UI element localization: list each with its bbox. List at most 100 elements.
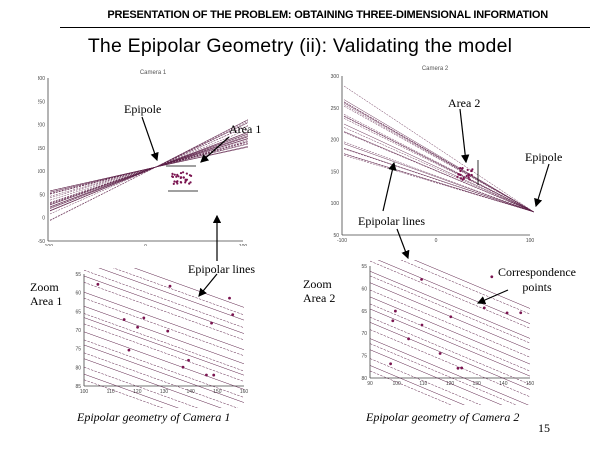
camera1-x-tick-label: -100 [43, 244, 53, 246]
zoom1-epipolar-line [83, 282, 245, 341]
camera1-epipolar-line-left [49, 166, 157, 199]
camera1-point [179, 176, 183, 179]
zoom2-epipolar-line [369, 370, 452, 405]
camera1-epipolar-line-left [49, 166, 157, 192]
zoom1-epipolar-line [83, 297, 245, 357]
camera2-epipolar-line [343, 127, 535, 213]
zoom1-epipolar-line [83, 323, 245, 382]
zoom2-correspondence-point [407, 337, 410, 341]
zoom1-x-tick-label: 160 [240, 389, 249, 395]
camera1-point [179, 171, 183, 175]
zoom2-epipolar-line [369, 275, 531, 344]
zoom1-y-tick-label: 85 [75, 384, 81, 390]
zoom1-epipolar-line [83, 379, 164, 408]
zoom2-correspondence-point [420, 277, 423, 281]
zoom1-correspondence-point [205, 373, 208, 377]
arrow-area2 [459, 108, 470, 164]
zoom1-correspondence-point [96, 282, 100, 286]
zoom1-epipolar-line [83, 317, 245, 376]
zoom1-epipolar-line [83, 344, 245, 403]
camera2-point [467, 176, 470, 179]
camera2-y-tick-label: 200 [331, 138, 340, 144]
label-zoom-area1-line1: Zoom [30, 280, 59, 294]
camera1-x-tick-label: 0 [144, 244, 147, 246]
zoom2-correspondence-point [460, 366, 464, 370]
camera1-epipolar-line-left [49, 166, 157, 201]
zoom1-epipolar-line [83, 352, 239, 408]
camera2-point [459, 166, 462, 170]
camera2-epipolar-line [343, 99, 535, 213]
camera1-y-tick-label: 150 [38, 146, 45, 152]
camera2-point [468, 178, 471, 181]
arrow-epipolar-lines-cam2-a [382, 161, 397, 212]
zoom2-epipolar-line [369, 358, 482, 405]
label-area2: Area 2 [448, 96, 481, 110]
zoom2-y-tick-label: 75 [361, 354, 367, 360]
camera1-point [181, 171, 185, 174]
header-divider [60, 27, 590, 28]
camera2-point [461, 178, 464, 181]
zoom2-correspondence-point [391, 319, 395, 323]
camera1-epipolar-line-left [49, 166, 157, 194]
camera2-epipolar-line [343, 114, 535, 213]
camera1-point [171, 175, 174, 178]
camera2-y-tick-label: 250 [331, 106, 340, 112]
camera2-point [465, 174, 468, 178]
camera1-point [182, 176, 185, 179]
camera2-point [459, 173, 462, 177]
zoom1-x-tick-label: 120 [133, 389, 142, 395]
camera1-point [173, 173, 176, 176]
arrow-epipole-cam1 [141, 116, 159, 162]
camera2-epipolar-line [343, 102, 535, 213]
camera2-y-tick-label: 100 [331, 201, 340, 207]
camera1-epipolar-line-right [155, 129, 249, 168]
camera2-epipolar-line [343, 153, 535, 213]
arrow-epipole-cam2 [534, 163, 550, 208]
label-area1: Area 1 [229, 122, 262, 136]
zoom-area1-plot: 55 60 65 70 75 80 85 100 110 120 130 140 150 160 [62, 268, 250, 408]
camera1-point [189, 181, 192, 184]
zoom2-y-tick-label: 65 [361, 309, 367, 315]
zoom1-correspondence-point [187, 358, 190, 362]
camera1-y-tick-label: 0 [42, 216, 45, 222]
camera2-point [462, 176, 465, 180]
zoom1-y-tick-label: 60 [75, 291, 81, 297]
zoom2-x-tick-label: 110 [419, 381, 427, 387]
camera1-point [175, 175, 178, 178]
label-epipolar-lines-cam2: Epipolar lines [358, 214, 425, 228]
zoom2-y-tick-label: 70 [361, 331, 367, 337]
zoom2-correspondence-point [519, 311, 523, 315]
zoom2-x-tick-label: 140 [499, 381, 508, 387]
zoom1-correspondence-point [228, 296, 231, 300]
camera2-point [466, 168, 469, 172]
camera1-epipolar-line-left [49, 166, 157, 197]
zoom1-x-tick-label: 100 [80, 389, 89, 395]
camera2-epipolar-line [343, 148, 535, 213]
zoom1-y-tick-label: 80 [75, 365, 81, 371]
caption-camera1: Epipolar geometry of Camera 1 [77, 410, 231, 424]
label-epipole-cam1: Epipole [124, 102, 162, 116]
camera2-point [470, 173, 473, 177]
camera1-epipolar-line-right [155, 122, 249, 168]
camera1-y-tick-label: 50 [39, 192, 45, 198]
camera2-point [471, 168, 474, 171]
camera1-point [171, 172, 174, 175]
zoom2-y-tick-label: 80 [361, 376, 367, 382]
zoom1-x-tick-label: 140 [186, 389, 195, 395]
camera2-y-tick-label: 50 [333, 233, 339, 239]
zoom2-correspondence-point [393, 309, 397, 313]
camera1-plot: Camera 1 300 250 200 150 100 50 0 -50-100 0 100 [38, 66, 263, 246]
camera2-x-tick-label: -100 [337, 238, 347, 244]
camera1-point [188, 174, 192, 177]
zoom2-epipolar-line [369, 329, 531, 398]
camera2-plot-title: Camera 2 [422, 66, 449, 72]
camera1-epipolar-line-left [49, 166, 157, 212]
label-correspondence-line1: Correspondence [498, 265, 576, 279]
zoom1-epipolar-line [83, 313, 245, 372]
label-correspondence-points: Correspondence points [497, 265, 577, 295]
zoom1-correspondence-point [181, 365, 185, 369]
zoom1-correspondence-point [122, 318, 126, 321]
camera2-epipolar-line [343, 123, 535, 213]
zoom1-correspondence-point [168, 284, 172, 288]
